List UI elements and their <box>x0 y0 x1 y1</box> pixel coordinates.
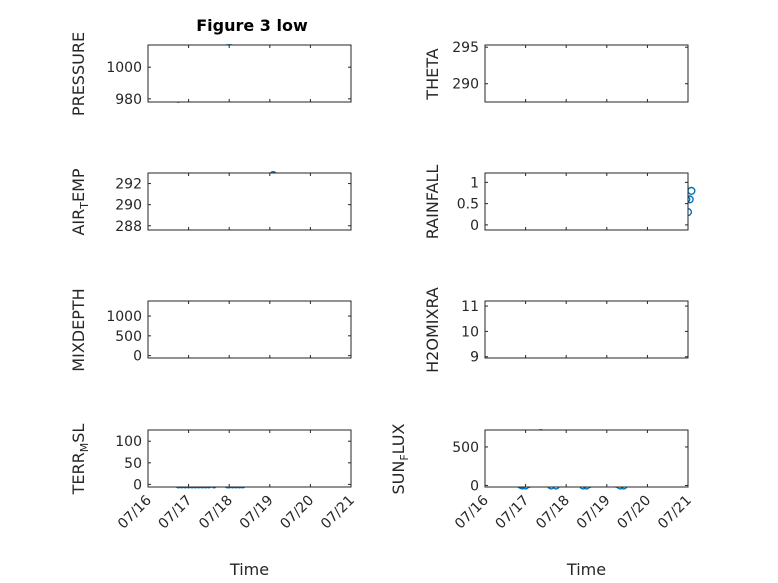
y-axis-label: PRESSURE <box>69 32 88 116</box>
y-tick-label: 9 <box>470 350 479 366</box>
subplot-mixdepth: 0 500 1000 MIXDEPTH <box>69 288 352 372</box>
subplot-sun_flux: 0 500 SUNFLUX 07/16 07/17 07/18 07/19 07/20 07/2… <box>389 423 695 579</box>
figure-title: Figure 3 low <box>196 16 308 35</box>
y-tick-label: 1000 <box>106 60 142 76</box>
subplot-theta: 290 295 THETA <box>423 40 689 103</box>
y-tick-label: 500 <box>452 440 479 456</box>
x-axis-label: Time <box>229 560 269 579</box>
y-axis-label: MIXDEPTH <box>69 288 88 371</box>
x-tick-label: 07/19 <box>574 493 614 533</box>
subplot-h2omixra: 9 10 11 H2OMIXRA <box>423 287 689 373</box>
axes-frame <box>484 44 689 103</box>
axes-frame <box>484 172 689 231</box>
y-axis-label: H2OMIXRA <box>423 287 442 373</box>
x-tick-label: 07/18 <box>196 493 236 533</box>
y-tick-label: 0 <box>133 477 142 493</box>
x-tick-label: 07/17 <box>156 493 196 533</box>
y-tick-label: 0 <box>470 478 479 494</box>
y-tick-label: 0.5 <box>457 197 479 213</box>
subplot-pressure: 980 1000 PRESSURE <box>69 32 352 116</box>
x-tick-label: 07/21 <box>318 493 358 533</box>
y-tick-label: 100 <box>115 434 142 450</box>
x-tick-label: 07/16 <box>115 492 155 532</box>
data-point <box>687 186 696 196</box>
y-tick-label: 50 <box>124 456 142 472</box>
x-axis-label: Time <box>566 560 606 579</box>
x-tick-label: 07/18 <box>533 493 573 533</box>
y-axis-label: RAINFALL <box>423 165 442 240</box>
y-tick-label: 1000 <box>106 309 142 325</box>
axes-frame <box>484 429 689 488</box>
subplot-air_temp: 288 290 292 AIRTEMP <box>69 168 352 236</box>
y-tick-label: 11 <box>461 299 479 315</box>
subplot-rainfall: 0 0.5 1 RAINFALL <box>423 165 696 240</box>
x-tick-label: 07/21 <box>655 493 695 533</box>
y-tick-label: 10 <box>461 324 479 340</box>
axes-frame <box>147 429 352 488</box>
x-tick-label: 07/20 <box>614 493 654 533</box>
x-tick-label: 07/19 <box>237 493 277 533</box>
y-axis-label: THETA <box>423 48 442 100</box>
y-axis-label: SUNFLUX <box>389 423 411 494</box>
y-tick-label: 295 <box>452 40 479 56</box>
axes-frame <box>147 300 352 359</box>
y-tick-label: 290 <box>452 77 479 93</box>
y-tick-label: 500 <box>115 329 142 345</box>
y-tick-label: 980 <box>115 92 142 108</box>
y-tick-label: 290 <box>115 198 142 214</box>
y-axis-label: TERRMSL <box>69 424 91 496</box>
y-tick-label: 0 <box>133 349 142 365</box>
y-tick-label: 292 <box>115 177 142 193</box>
y-tick-label: 288 <box>115 219 142 235</box>
axes-frame <box>147 44 352 103</box>
x-tick-label: 07/20 <box>277 493 317 533</box>
subplot-terr_msl: 0 50 100 TERRMSL 07/16 07/17 07/18 07/19 07/20 07… <box>69 424 358 579</box>
x-tick-label: 07/17 <box>493 493 533 533</box>
y-axis-label: AIRTEMP <box>69 168 91 235</box>
axes-frame <box>147 172 352 231</box>
axes-frame <box>484 300 689 359</box>
x-tick-label: 07/16 <box>452 492 492 532</box>
y-tick-label: 0 <box>470 218 479 234</box>
y-tick-label: 1 <box>470 175 479 191</box>
